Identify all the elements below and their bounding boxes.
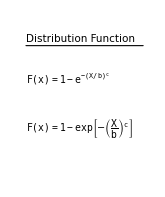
Text: Distribution Function: Distribution Function: [26, 34, 135, 44]
Text: $\mathtt{F(x) = 1 - e^{-(X/b)^{c}}}$: $\mathtt{F(x) = 1 - e^{-(X/b)^{c}}}$: [26, 72, 110, 87]
Text: $\mathtt{F(x) = 1 - exp}\left[-\left(\dfrac{\mathtt{X}}{\mathtt{b}}\right)^{\mat: $\mathtt{F(x) = 1 - exp}\left[-\left(\df…: [26, 118, 133, 141]
